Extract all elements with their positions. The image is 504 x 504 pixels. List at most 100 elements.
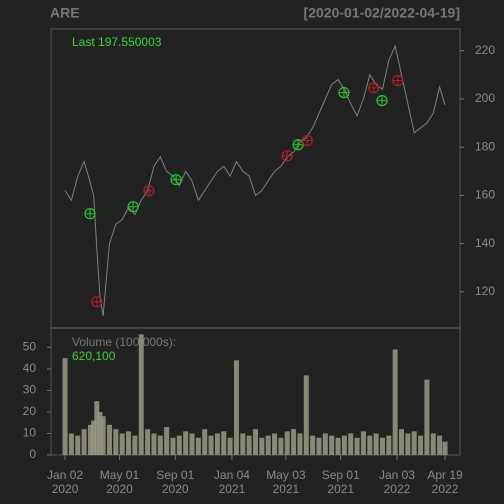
x-tick-line: Jan 02 bbox=[47, 468, 83, 482]
volume-bar bbox=[119, 433, 125, 455]
x-tick-line: 2021 bbox=[219, 482, 246, 496]
volume-bar bbox=[97, 411, 103, 455]
volume-bar bbox=[291, 429, 297, 455]
volume-bar bbox=[81, 429, 87, 455]
volume-bar bbox=[360, 431, 366, 455]
y-tick-label: 10 bbox=[23, 426, 37, 440]
volume-bar bbox=[240, 433, 246, 455]
volume-bar bbox=[310, 435, 316, 455]
x-tick-label: May 03 2021 bbox=[266, 468, 306, 496]
x-tick-line: 2020 bbox=[162, 482, 189, 496]
volume-bar bbox=[75, 435, 81, 455]
x-tick-label: May 01 2020 bbox=[100, 468, 140, 496]
x-tick-label: Jan 04 2021 bbox=[214, 468, 250, 496]
volume-bar bbox=[335, 437, 341, 455]
signal-cross bbox=[377, 95, 388, 106]
volume-bar bbox=[157, 435, 163, 455]
y-tick-label: 220 bbox=[475, 43, 495, 57]
volume-bar bbox=[329, 435, 335, 455]
volume-bar bbox=[341, 435, 347, 455]
volume-bar bbox=[170, 437, 176, 455]
volume-bar bbox=[208, 435, 214, 455]
volume-bar bbox=[411, 431, 417, 455]
volume-bar bbox=[227, 437, 233, 455]
signal-cross bbox=[84, 208, 95, 219]
volume-bar bbox=[253, 429, 258, 455]
volume-bar bbox=[176, 435, 182, 455]
signal-marker bbox=[376, 95, 388, 107]
volume-bar bbox=[62, 358, 68, 455]
volume-bar bbox=[354, 437, 360, 455]
price-line bbox=[64, 44, 446, 316]
x-tick-line: Apr 19 bbox=[427, 468, 463, 482]
x-tick-line: 2020 bbox=[106, 482, 133, 496]
signal-cross bbox=[91, 296, 102, 307]
volume-bar bbox=[91, 420, 97, 455]
volume-bar bbox=[442, 441, 448, 455]
x-tick-label: Apr 19 2022 bbox=[427, 468, 463, 496]
volume-bar bbox=[94, 401, 100, 455]
signal-marker bbox=[292, 139, 304, 151]
volume-bar bbox=[437, 435, 443, 455]
volume-bar bbox=[138, 334, 144, 455]
signal-marker bbox=[127, 201, 139, 213]
volume-bar bbox=[106, 424, 112, 455]
y-tick-label: 0 bbox=[29, 447, 36, 461]
volume-bar bbox=[214, 433, 220, 455]
volume-bar bbox=[265, 435, 271, 455]
y-tick-label: 120 bbox=[475, 284, 495, 298]
x-tick-line: 2022 bbox=[432, 482, 459, 496]
signal-marker bbox=[392, 75, 404, 87]
volume-bar bbox=[278, 437, 284, 455]
volume-bar bbox=[183, 431, 189, 455]
signal-cross bbox=[368, 82, 379, 93]
volume-bar bbox=[126, 431, 132, 455]
volume-bar bbox=[373, 433, 379, 455]
x-tick-line: May 01 bbox=[100, 468, 140, 482]
x-tick-line: Jan 03 bbox=[379, 468, 415, 482]
x-tick-label: Sep 01 2021 bbox=[322, 468, 360, 496]
volume-bar bbox=[246, 435, 252, 455]
volume-bar bbox=[272, 433, 278, 455]
signal-cross bbox=[338, 87, 349, 98]
volume-bar bbox=[297, 433, 303, 455]
volume-bar bbox=[303, 375, 309, 455]
signal-cross bbox=[171, 174, 182, 185]
signal-cross bbox=[293, 139, 304, 150]
x-tick-line: 2021 bbox=[273, 482, 300, 496]
volume-bar bbox=[322, 433, 328, 455]
volume-bar bbox=[87, 424, 93, 455]
volume-bar bbox=[348, 433, 354, 455]
signal-cross bbox=[143, 185, 154, 196]
volume-label: Volume (100,000s): bbox=[72, 335, 176, 349]
signal-marker bbox=[301, 135, 313, 147]
y-tick-label: 180 bbox=[475, 139, 495, 153]
signal-marker bbox=[170, 174, 182, 186]
volume-bar bbox=[316, 437, 322, 455]
volume-bar bbox=[392, 349, 398, 455]
signal-marker bbox=[338, 87, 350, 99]
volume-bar bbox=[405, 433, 411, 455]
y-tick-label: 30 bbox=[23, 383, 37, 397]
x-tick-line: Sep 01 bbox=[156, 468, 194, 482]
volume-bar bbox=[367, 435, 373, 455]
x-tick-label: Jan 03 2022 bbox=[379, 468, 415, 496]
volume-bar bbox=[379, 437, 385, 455]
x-tick-label: Sep 01 2020 bbox=[156, 468, 194, 496]
y-tick-label: 140 bbox=[475, 236, 495, 250]
signal-cross bbox=[392, 75, 403, 86]
volume-bar bbox=[259, 437, 265, 455]
y-tick-label: 50 bbox=[23, 340, 37, 354]
volume-bar bbox=[145, 429, 151, 455]
y-tick-label: 20 bbox=[23, 404, 37, 418]
last-price: Last 197.550003 bbox=[72, 35, 162, 49]
volume-bar bbox=[233, 360, 239, 455]
volume-bar bbox=[430, 433, 436, 455]
volume-bar bbox=[284, 431, 290, 455]
volume-bar bbox=[399, 429, 405, 455]
volume-bar bbox=[151, 433, 157, 455]
volume-bar bbox=[132, 435, 138, 455]
